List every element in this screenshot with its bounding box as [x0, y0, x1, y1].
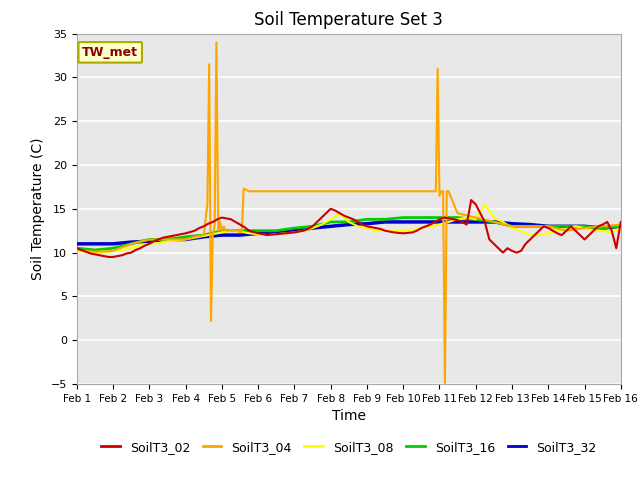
Title: Soil Temperature Set 3: Soil Temperature Set 3: [254, 11, 444, 29]
X-axis label: Time: Time: [332, 409, 366, 423]
Y-axis label: Soil Temperature (C): Soil Temperature (C): [31, 138, 45, 280]
Legend: SoilT3_02, SoilT3_04, SoilT3_08, SoilT3_16, SoilT3_32: SoilT3_02, SoilT3_04, SoilT3_08, SoilT3_…: [96, 436, 602, 459]
Text: TW_met: TW_met: [82, 46, 138, 59]
